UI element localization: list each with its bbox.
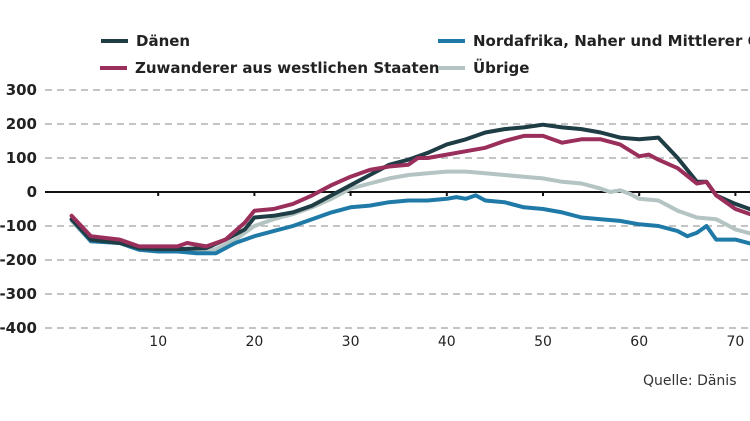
x-tick-label: 40 xyxy=(438,334,456,350)
legend-swatch xyxy=(100,66,127,70)
series-line-1 xyxy=(69,133,750,249)
series-line-0 xyxy=(69,122,750,252)
legend-item-nordafrika: Nordafrika, Naher und Mittlerer Oste xyxy=(438,32,750,50)
x-tick-label: 10 xyxy=(149,334,167,350)
y-axis-ticks: 300 200 100 0 -100 -200 -300 -400 xyxy=(0,81,37,337)
y-tick-label: -200 xyxy=(0,251,37,269)
y-tick-label: 200 xyxy=(6,115,37,133)
series-line-3 xyxy=(69,169,750,252)
legend-item-westliche-staaten: Zuwanderer aus westlichen Staaten xyxy=(100,59,440,77)
x-axis: 10 20 30 40 50 60 70 xyxy=(45,191,750,350)
legend-label: Dänen xyxy=(136,32,191,50)
y-tick-label: 0 xyxy=(27,183,37,201)
y-tick-label: -300 xyxy=(0,285,37,303)
x-tick-label: 20 xyxy=(245,334,263,350)
legend-swatch xyxy=(101,39,128,43)
series-line-2 xyxy=(69,193,750,256)
legend-label: Nordafrika, Naher und Mittlerer Oste xyxy=(473,32,750,50)
legend-label: Übrige xyxy=(473,59,530,77)
legend-item-uebrige: Übrige xyxy=(438,59,529,77)
x-tick-label: 50 xyxy=(534,334,552,350)
legend-swatch xyxy=(438,66,465,70)
series-lines xyxy=(69,122,750,256)
y-tick-label: -100 xyxy=(0,217,37,235)
source-note: Quelle: Dänis xyxy=(643,373,737,389)
gridlines xyxy=(45,89,750,329)
x-tick-label: 60 xyxy=(630,334,648,350)
legend-item-daenen: Dänen xyxy=(101,32,190,50)
y-tick-label: 300 xyxy=(6,81,37,99)
legend-swatch xyxy=(438,39,465,43)
x-tick-label: 30 xyxy=(342,334,360,350)
y-tick-label: -400 xyxy=(0,319,37,337)
legend-label: Zuwanderer aus westlichen Staaten xyxy=(135,59,440,77)
x-tick-label: 70 xyxy=(726,334,744,350)
y-tick-label: 100 xyxy=(6,149,37,167)
